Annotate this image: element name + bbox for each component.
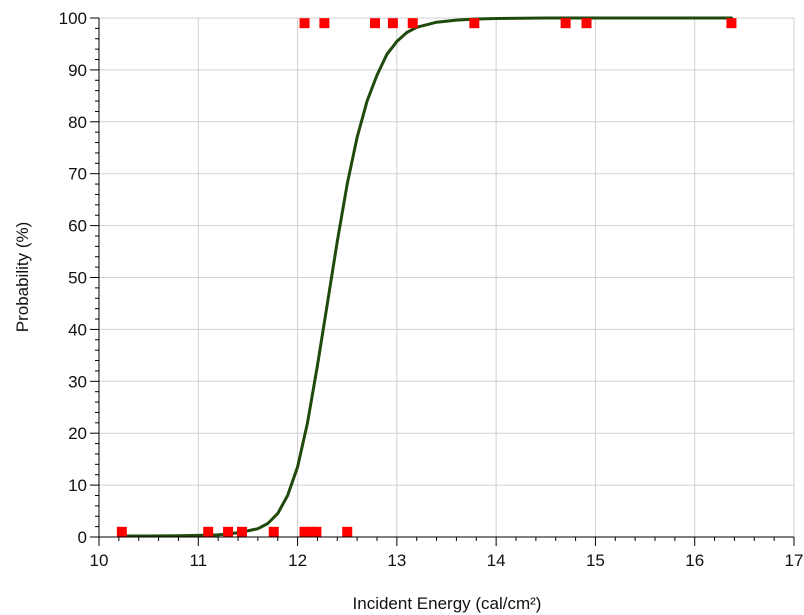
y-tick-label: 20	[68, 424, 87, 443]
data-point	[299, 18, 310, 29]
y-tick-label: 70	[68, 165, 87, 184]
y-tick-label: 100	[59, 9, 87, 28]
x-axis-title: Incident Energy (cal/cm²)	[353, 594, 542, 613]
y-tick-label: 50	[68, 269, 87, 288]
x-tick-label: 14	[487, 551, 506, 570]
y-tick-label: 0	[78, 528, 87, 547]
x-tick-label: 13	[387, 551, 406, 570]
data-point	[223, 526, 234, 537]
data-point	[370, 18, 381, 29]
data-point	[581, 18, 592, 29]
y-tick-label: 90	[68, 61, 87, 80]
data-point	[469, 18, 480, 29]
data-point	[726, 18, 737, 29]
y-tick-label: 30	[68, 372, 87, 391]
data-point	[560, 18, 571, 29]
data-point	[268, 526, 279, 537]
x-tick-label: 17	[785, 551, 804, 570]
x-tick-label: 11	[189, 551, 207, 570]
x-tick-label: 16	[685, 551, 704, 570]
data-point	[387, 18, 398, 29]
grid-lines	[99, 17, 795, 537]
data-point	[311, 526, 322, 537]
data-point	[203, 526, 214, 537]
data-points-group	[116, 18, 737, 537]
x-tick-label: 12	[288, 551, 307, 570]
y-tick-label: 80	[68, 113, 87, 132]
y-tick-label: 40	[68, 320, 87, 339]
data-point	[236, 526, 247, 537]
data-point	[342, 526, 353, 537]
data-point	[299, 526, 310, 537]
data-point	[305, 526, 316, 537]
data-point	[116, 526, 127, 537]
y-tick-label: 60	[68, 217, 87, 236]
data-point	[319, 18, 330, 29]
axes	[90, 17, 795, 546]
y-tick-label: 10	[68, 476, 87, 495]
data-point	[407, 18, 418, 29]
x-tick-label: 10	[90, 551, 109, 570]
y-axis-title: Probability (%)	[13, 222, 32, 333]
x-tick-label: 15	[586, 551, 605, 570]
